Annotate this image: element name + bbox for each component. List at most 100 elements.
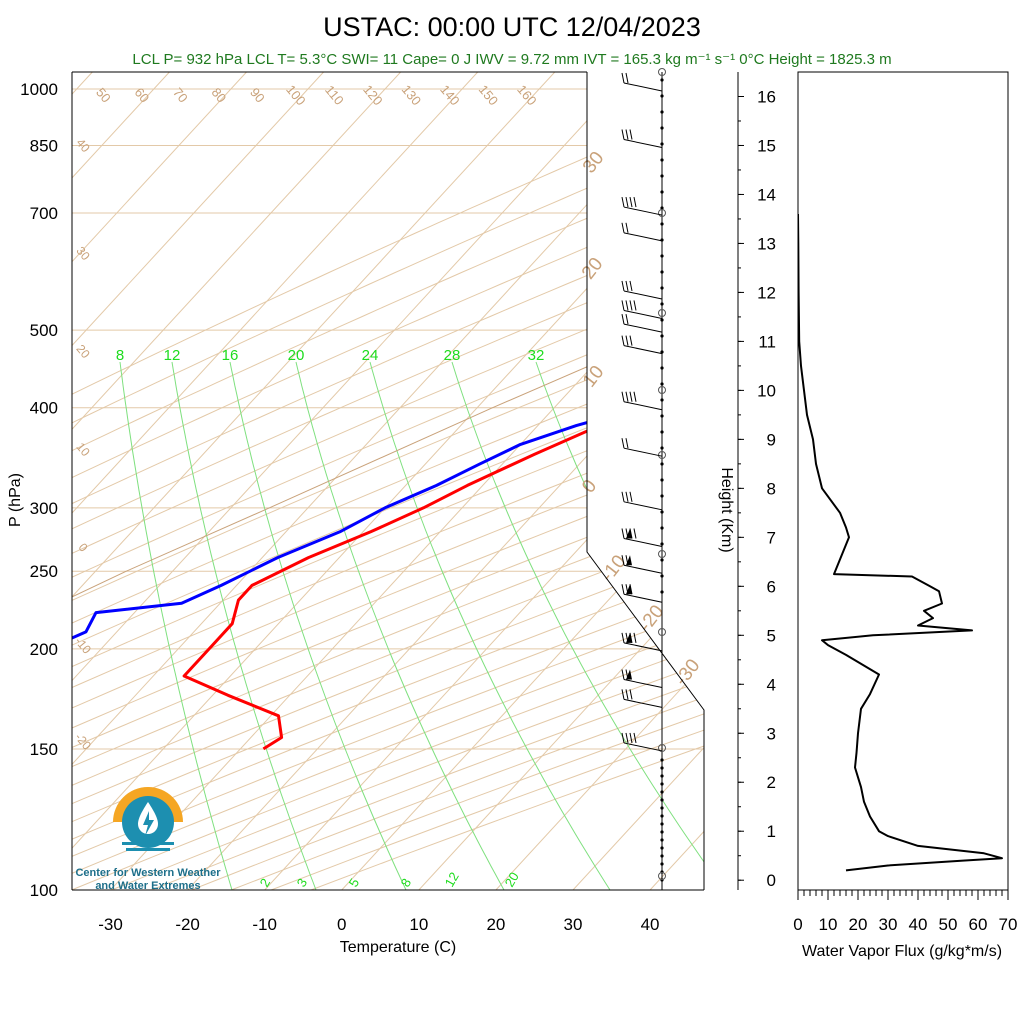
- isotherm-line: [418, 72, 704, 890]
- flux-tick-label: 60: [969, 915, 988, 934]
- isotherm-line: [110, 72, 704, 890]
- dry-adiabat-label: 160: [514, 82, 539, 108]
- mixing-ratio-bottom-label: 20: [502, 869, 522, 889]
- wind-barb-shaft: [623, 679, 663, 689]
- isotherm-line: [72, 72, 633, 890]
- wind-level-dot: [660, 814, 664, 818]
- wind-barb-feather: [629, 391, 633, 402]
- height-tick-label: 0: [767, 871, 776, 890]
- wind-level-dot: [660, 142, 664, 146]
- flux-tick-label: 20: [849, 915, 868, 934]
- dry-adiabat-label: 80: [209, 85, 230, 106]
- wind-barb-feather: [625, 335, 629, 346]
- wind-barb-feather: [629, 129, 633, 140]
- pressure-tick-label: 400: [30, 399, 58, 418]
- wind-level-dot: [660, 110, 664, 114]
- wind-barb-shaft: [623, 537, 663, 547]
- wind-barb-feather: [633, 391, 637, 402]
- wind-barb-feather: [629, 300, 633, 311]
- temperature-tick-label: -10: [252, 915, 277, 934]
- wind-barb-feather: [621, 438, 625, 449]
- moist-adiabat-line: [535, 361, 704, 890]
- logo-bolt-icon: [143, 811, 154, 836]
- wind-barb-feather: [625, 222, 629, 233]
- isotherm-line: [72, 72, 704, 890]
- parcel-profile-line: [72, 88, 704, 890]
- wind-barb-shaft: [623, 290, 663, 300]
- height-tick-label: 11: [758, 332, 776, 351]
- height-tick-label: 4: [767, 675, 776, 694]
- isotherm-line: [72, 72, 170, 890]
- wind-level-dot: [660, 790, 664, 794]
- wind-level-dot: [660, 126, 664, 130]
- wind-level-dot: [660, 238, 664, 242]
- flux-axis-label: Water Vapor Flux (g/kg*m/s): [802, 943, 1002, 960]
- temperature-tick-label: 40: [641, 915, 660, 934]
- wind-barb-pennant: [626, 555, 632, 566]
- mixing-ratio-bottom-label: 12: [442, 869, 462, 889]
- skewt-frame: [71, 71, 705, 891]
- wind-barb-feather: [621, 632, 625, 643]
- chart-title: USTAC: 00:00 UTC 12/04/2023: [323, 12, 701, 42]
- logo-text-line2: and Water Extremes: [95, 880, 200, 892]
- wind-barb-shaft: [623, 309, 663, 319]
- wind-barbs: [621, 68, 666, 890]
- wind-barb-feather: [621, 335, 625, 346]
- wind-barb-feather: [621, 391, 625, 402]
- wind-level-dot: [660, 830, 664, 834]
- moist-adiabat-line: [295, 361, 505, 890]
- calm-wind-circle: [658, 872, 666, 880]
- flux-tick-label: 10: [819, 915, 838, 934]
- dry-adiabat-line: [72, 72, 704, 890]
- moist-adiabat-line: [369, 361, 611, 890]
- height-tick-label: 13: [757, 234, 776, 253]
- wind-level-dot: [660, 526, 664, 530]
- dry-adiabat-line: [72, 72, 704, 890]
- isotherm-line: [495, 72, 704, 890]
- wind-barb-shaft: [623, 323, 663, 333]
- wind-barb-pennant: [626, 632, 632, 643]
- wind-level-dot: [660, 766, 664, 770]
- flux-tick-label: 30: [879, 915, 898, 934]
- moist-adiabat-line: [451, 361, 704, 890]
- pressure-tick-label: 500: [30, 321, 58, 340]
- mixing-ratio-top-label: 20: [288, 347, 305, 364]
- wind-level-dot: [660, 382, 664, 386]
- temperature-axis-label: Temperature (C): [340, 939, 456, 956]
- dry-adiabat-line: [72, 72, 704, 890]
- height-tick-label: 9: [767, 430, 776, 449]
- mixing-ratio-bottom-label: 8: [398, 876, 415, 890]
- dewpoint-profile-line: [72, 87, 704, 750]
- wind-barb-feather: [633, 300, 637, 311]
- calm-wind-circle: [658, 386, 666, 394]
- isotherm-line: [72, 72, 556, 890]
- temperature-tick-label: -20: [175, 915, 200, 934]
- height-tick-label: 8: [767, 479, 776, 498]
- pressure-tick-label: 700: [30, 204, 58, 223]
- wind-level-dot: [660, 94, 664, 98]
- wind-barb-shaft: [623, 642, 663, 652]
- wind-barb-feather: [621, 196, 625, 208]
- dry-adiabat-line: [72, 72, 704, 890]
- wind-level-dot: [660, 846, 664, 850]
- isotherm-right-label: 30: [579, 148, 609, 178]
- wind-level-dot: [660, 254, 664, 258]
- height-tick-label: 14: [757, 185, 776, 204]
- wind-barb-shaft: [623, 82, 663, 92]
- dry-adiabat-line: [72, 72, 704, 890]
- isotherm-right-label: 20: [578, 254, 608, 284]
- wind-barb-feather: [621, 314, 625, 325]
- wind-level-dot: [660, 758, 664, 762]
- wind-barb-feather: [625, 300, 629, 311]
- wind-level-dot: [660, 366, 664, 370]
- wind-level-dot: [660, 542, 664, 546]
- wind-level-dot: [660, 190, 664, 194]
- dry-adiabat-line: [72, 72, 704, 890]
- logo-wave-1: [122, 842, 174, 845]
- wind-level-dot: [660, 862, 664, 866]
- mixing-ratio-line: [864, 72, 1024, 408]
- calm-wind-circle: [658, 550, 666, 558]
- height-tick-label: 2: [767, 773, 776, 792]
- wind-level-dot: [660, 822, 664, 826]
